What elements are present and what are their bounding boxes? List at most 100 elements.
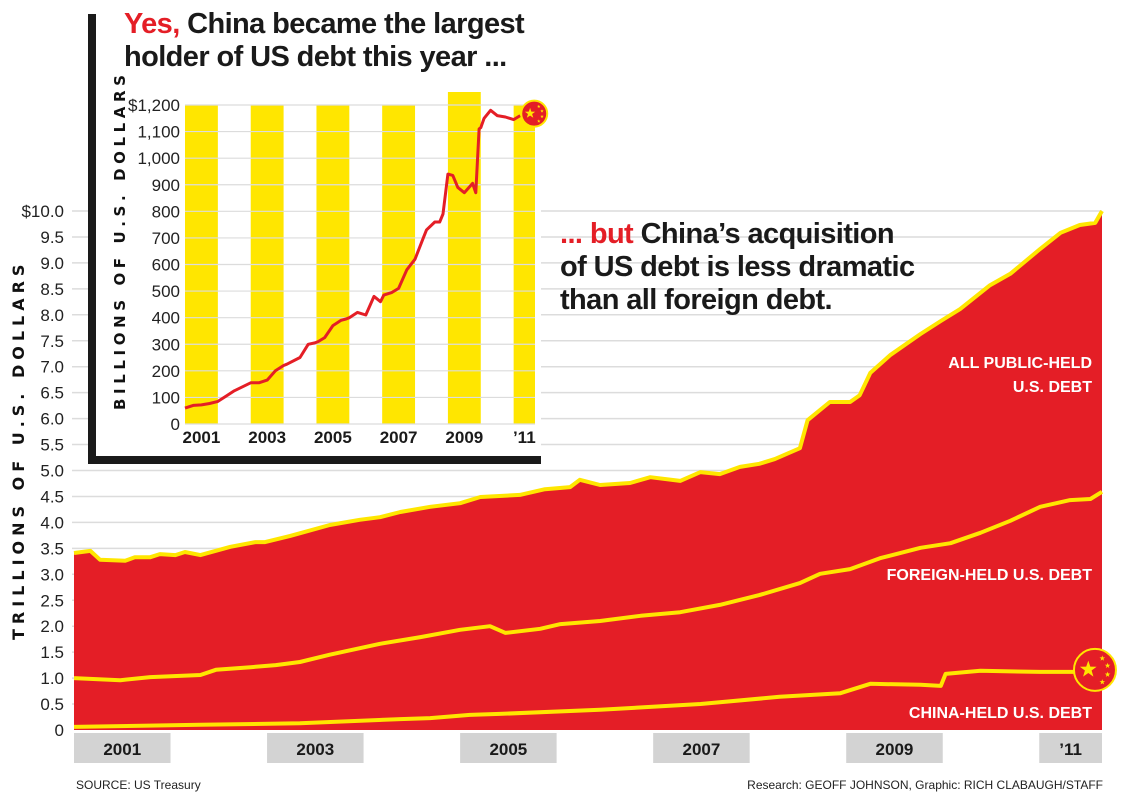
main-y-tick-label: 9.5 xyxy=(40,228,64,247)
inset-x-tick-label: 2003 xyxy=(248,428,286,447)
inset-line xyxy=(184,108,521,410)
main-x-tick-label: 2001 xyxy=(103,740,141,759)
main-headline-line1: ... but China’s acquisition xyxy=(560,218,914,251)
main-x-band xyxy=(74,733,171,763)
inset-y-tick-label: 400 xyxy=(152,309,180,328)
main-y-tick-label: $10.0 xyxy=(21,202,64,221)
china-flag-icon xyxy=(1072,647,1117,692)
main-x-tick-label: 2003 xyxy=(296,740,334,759)
main-y-tick-label: 5.0 xyxy=(40,462,64,481)
main-y-tick-label: 6.0 xyxy=(40,410,64,429)
flag-small-star xyxy=(1104,671,1111,677)
headline-lead-but: ... but xyxy=(560,218,634,250)
inset-y-tick-label: 900 xyxy=(152,176,180,195)
inset-frame-bottom xyxy=(88,456,541,464)
main-y-tick-label: 3.0 xyxy=(40,565,64,584)
main-y-tick-label: 3.5 xyxy=(40,539,64,558)
inset-y-tick-label: 700 xyxy=(152,229,180,248)
main-y-tick-label: 6.5 xyxy=(40,384,64,403)
headline-rest-2: China’s acquisition xyxy=(633,218,895,250)
inset-y-axis-label: BILLIONS OF U.S. DOLLARS xyxy=(111,70,129,410)
label-all-public-line1: ALL PUBLIC-HELD xyxy=(948,355,1092,372)
main-headline-line3: than all foreign debt. xyxy=(560,284,833,316)
main-y-tick-label: 8.0 xyxy=(40,306,64,325)
inset-x-tick-label: 2001 xyxy=(183,428,221,447)
flag-big-star xyxy=(1079,660,1097,677)
inset-y-tick-label: 0 xyxy=(171,415,180,434)
flag-small-star xyxy=(537,119,541,123)
main-y-tick-label: 2.5 xyxy=(40,591,64,610)
flag-small-star xyxy=(1099,655,1106,661)
main-y-tick-label: 0.5 xyxy=(40,695,64,714)
headline-rest-1: China became the largest xyxy=(179,8,525,40)
main-y-tick-label: 7.0 xyxy=(40,358,64,377)
credit-note: Research: GEOFF JOHNSON, Graphic: RICH C… xyxy=(747,778,1103,792)
main-headline-line2: of US debt is less dramatic xyxy=(560,251,915,283)
line-foreign-held xyxy=(73,490,1104,683)
china-flag-icon-inset xyxy=(520,99,549,128)
main-x-band xyxy=(1039,733,1102,763)
china-flag-marker-inset xyxy=(520,99,549,128)
line-all-public-held xyxy=(73,210,1104,563)
headline-lead-yes: Yes, xyxy=(124,8,180,40)
inset-frame-left xyxy=(88,14,96,464)
inset-headline: Yes, China became the largest holder of … xyxy=(124,8,525,74)
main-y-tick-label: 4.5 xyxy=(40,487,64,506)
line-china-held xyxy=(73,668,1075,729)
label-china-held: CHINA-HELD U.S. DEBT xyxy=(909,705,1092,722)
main-y-tick-label: 4.0 xyxy=(40,513,64,532)
inset-china-line xyxy=(184,108,521,410)
inset-headline-line1: Yes, China became the largest xyxy=(124,8,525,41)
main-y-axis-label: TRILLIONS OF U.S. DOLLARS xyxy=(9,260,28,640)
inset-x-axis-ticks: 2001 2003 2005 2007 2009 ’11 xyxy=(183,428,536,447)
label-all-public-line2: U.S. DEBT xyxy=(1013,379,1092,396)
inset-y-tick-label: 200 xyxy=(152,362,180,381)
inset-grid xyxy=(185,104,535,425)
inset-y-tick-label: 1,100 xyxy=(137,123,180,142)
inset-y-tick-label: $1,200 xyxy=(128,96,180,115)
main-y-tick-label: 9.0 xyxy=(40,254,64,273)
main-y-tick-label: 2.0 xyxy=(40,617,64,636)
inset-y-tick-label: 500 xyxy=(152,282,180,301)
main-x-band xyxy=(267,733,364,763)
main-x-axis-bands: 2001 2003 2005 2007 2009 ’11 xyxy=(74,733,1102,763)
flag-small-star xyxy=(1099,679,1106,685)
flag-disc xyxy=(1072,647,1117,692)
inset-x-tick-label: ’11 xyxy=(513,428,536,447)
flag-big-star xyxy=(524,107,536,118)
main-x-tick-label: 2007 xyxy=(683,740,721,759)
main-x-tick-label: 2009 xyxy=(876,740,914,759)
main-y-tick-label: 8.5 xyxy=(40,280,64,299)
source-note: SOURCE: US Treasury xyxy=(76,778,201,792)
inset-y-tick-label: 100 xyxy=(152,388,180,407)
main-y-tick-label: 0 xyxy=(55,721,64,740)
label-foreign-held: FOREIGN-HELD U.S. DEBT xyxy=(887,567,1093,584)
main-areas xyxy=(73,210,1104,730)
flag-small-star xyxy=(537,104,541,108)
china-flag-marker xyxy=(1072,647,1117,692)
inset-y-tick-label: 600 xyxy=(152,256,180,275)
main-y-axis-ticks: 0 0.5 1.0 1.5 2.0 2.5 3.0 3.5 4.0 4.5 5.0 5.5 6.0 6.5… xyxy=(21,202,64,740)
main-x-tick-label: ’11 xyxy=(1059,740,1082,759)
inset-y-axis-ticks: 0 100 200 300 400 500 600 700 800 900 1,000 1,100 $1… xyxy=(128,96,180,434)
main-y-tick-label: 7.5 xyxy=(40,332,64,351)
main-x-band xyxy=(460,733,557,763)
main-x-tick-label: 2005 xyxy=(489,740,527,759)
inset-y-tick-label: 800 xyxy=(152,202,180,221)
flag-disc xyxy=(520,99,549,128)
inset-x-tick-label: 2007 xyxy=(380,428,418,447)
inset-x-tick-label: 2009 xyxy=(445,428,483,447)
main-x-band xyxy=(653,733,750,763)
flag-small-star xyxy=(1104,662,1111,669)
main-y-tick-label: 1.5 xyxy=(40,643,64,662)
inset-headline-line2: holder of US debt this year ... xyxy=(124,41,507,73)
main-headline: ... but China’s acquisition of US debt i… xyxy=(560,218,915,317)
flag-small-star xyxy=(540,114,544,118)
main-x-band xyxy=(846,733,943,763)
inset-y-tick-label: 300 xyxy=(152,335,180,354)
area-fill-total xyxy=(74,211,1102,730)
inset-x-tick-label: 2005 xyxy=(314,428,352,447)
inset-year-bar xyxy=(447,92,481,424)
inset-y-tick-label: 1,000 xyxy=(137,149,180,168)
